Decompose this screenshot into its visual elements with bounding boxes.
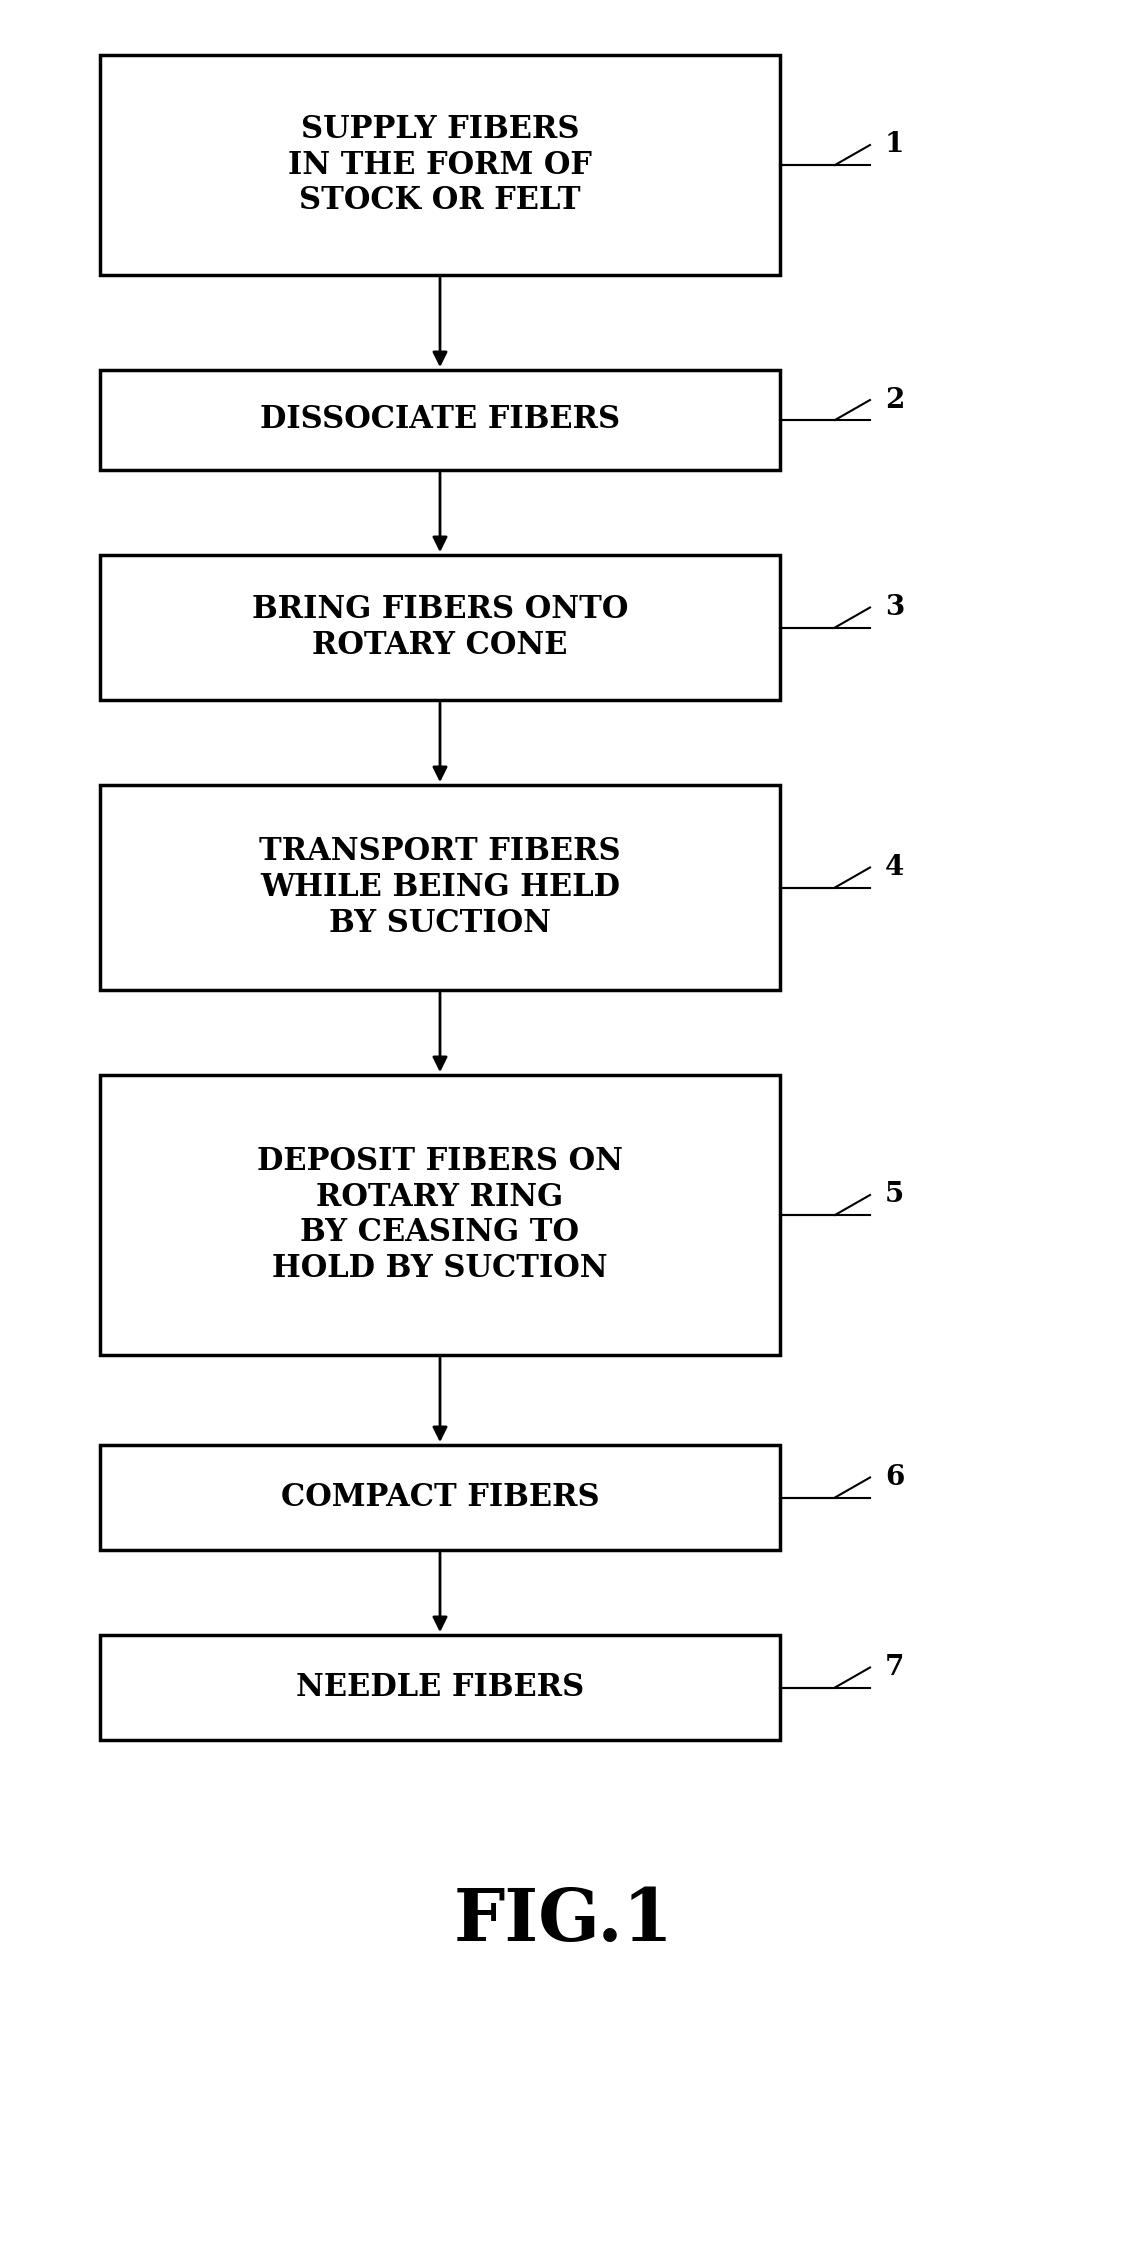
Text: 2: 2 [885,387,905,414]
Text: SUPPLY FIBERS
IN THE FORM OF
STOCK OR FELT: SUPPLY FIBERS IN THE FORM OF STOCK OR FE… [288,115,592,216]
Bar [100,54,779,275]
Text: TRANSPORT FIBERS
WHILE BEING HELD
BY SUCTION: TRANSPORT FIBERS WHILE BEING HELD BY SUC… [259,835,620,939]
Bar [100,1076,779,1355]
Text: 5: 5 [885,1182,905,1209]
Bar [100,786,779,990]
Text: 6: 6 [885,1463,905,1490]
Text: DISSOCIATE FIBERS: DISSOCIATE FIBERS [259,405,620,434]
Bar [100,369,779,470]
Text: DEPOSIT FIBERS ON
ROTARY RING
BY CEASING TO
HOLD BY SUCTION: DEPOSIT FIBERS ON ROTARY RING BY CEASING… [257,1146,623,1285]
Bar [100,1634,779,1740]
Bar [100,1445,779,1551]
Text: 1: 1 [885,131,905,158]
Text: NEEDLE FIBERS: NEEDLE FIBERS [296,1672,584,1704]
Bar [100,556,779,700]
Text: COMPACT FIBERS: COMPACT FIBERS [281,1481,599,1513]
Text: 3: 3 [885,594,905,621]
Text: 7: 7 [885,1654,905,1681]
Text: FIG.1: FIG.1 [455,1884,673,1956]
Text: BRING FIBERS ONTO
ROTARY CONE: BRING FIBERS ONTO ROTARY CONE [252,594,628,662]
Text: 4: 4 [885,853,905,880]
